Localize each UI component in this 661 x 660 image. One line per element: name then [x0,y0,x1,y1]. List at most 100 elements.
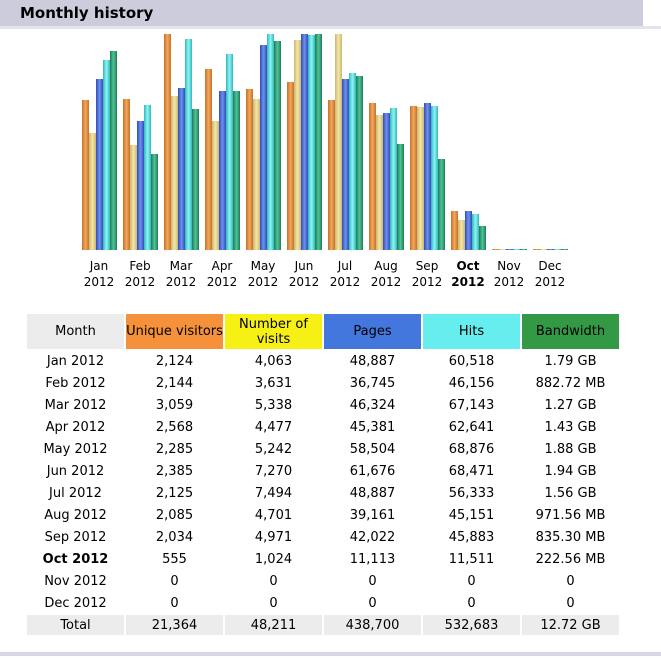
total-label: Total [27,615,124,635]
table-row: Mar 2012 3,059 5,338 46,324 67,143 1.27 GB [27,395,619,415]
bar-dec-unique-visitors [533,249,540,250]
cell-pages: 58,504 [349,441,396,457]
bar-mar-pages [178,88,185,250]
cell-bandwidth: 1.56 GB [544,485,597,501]
x-tick-label-month: Jan [89,259,109,273]
cell-bandwidth: 1.43 GB [544,419,597,435]
x-tick-label-year: 2012 [289,275,320,289]
table-header-row: Month Unique visitors Number of visits P… [27,314,619,349]
x-tick-label-month: Oct [456,259,479,273]
cell-month: Nov 2012 [44,573,107,589]
cell-pages: 0 [368,595,377,611]
bar-dec-hits [554,249,561,250]
bar-mar-hits [185,39,192,250]
bar-jan-number-of-visits [89,133,96,250]
x-tick-label-year: 2012 [371,275,402,289]
cell-bandwidth: 222.56 MB [535,551,606,567]
cell-hits: 68,876 [448,441,495,457]
cell-hits: 0 [467,595,476,611]
bar-nov-pages [506,249,513,250]
bar-jun-unique-visitors [287,82,294,250]
table-row: May 2012 2,285 5,242 58,504 68,876 1.88 GB [27,439,619,459]
cell-month: Apr 2012 [45,419,106,435]
total-bandwidth: 12.72 GB [522,615,619,635]
bar-sep-unique-visitors [410,106,417,250]
bar-jul-pages [342,79,349,250]
cell-month: Sep 2012 [44,529,107,545]
col-header-visits: Number of visits [225,314,322,349]
bar-may-pages [260,45,267,250]
section-bottom-divider [0,652,661,656]
table-row: Feb 2012 2,144 3,631 36,745 46,156 882.72 MB [27,373,619,393]
x-tick-label-month: May [251,259,276,273]
cell-visits: 3,631 [254,375,293,391]
table-row: Jun 2012 2,385 7,270 61,676 68,471 1.94 GB [27,461,619,481]
x-tick-label-year: 2012 [207,275,238,289]
cell-visits: 7,494 [254,485,293,501]
bar-aug-hits [390,108,397,250]
section-title: Monthly history [20,4,154,22]
bar-jul-hits [349,73,356,250]
x-tick-label-year: 2012 [248,275,279,289]
cell-pages: 11,113 [349,551,396,567]
bar-may-hits [267,34,274,250]
bar-sep-number-of-visits [417,107,424,250]
cell-hits: 62,641 [448,419,495,435]
cell-month: Feb 2012 [45,375,106,391]
x-tick-label-month: Nov [497,259,520,273]
bar-jan-unique-visitors [82,100,89,250]
col-header-unique-visitors: Unique visitors [126,314,223,349]
bar-feb-bandwidth [151,154,158,250]
cell-pages: 36,745 [349,375,396,391]
cell-visits: 4,701 [254,507,293,523]
cell-bandwidth: 1.79 GB [544,353,597,369]
x-tick-label-month: Dec [538,259,561,273]
cell-pages: 39,161 [349,507,396,523]
bar-may-unique-visitors [246,89,253,250]
table-row: Apr 2012 2,568 4,477 45,381 62,641 1.43 GB [27,417,619,437]
x-tick-label-month: Mar [170,259,193,273]
bar-sep-hits [431,106,438,250]
col-header-month: Month [27,314,124,349]
bar-apr-hits [226,54,233,250]
cell-bandwidth: 0 [566,573,575,589]
header-divider [0,26,661,29]
bar-feb-number-of-visits [130,145,137,250]
bar-dec-number-of-visits [540,249,547,250]
x-tick-label-year: 2012 [451,275,484,289]
cell-month: Jul 2012 [49,485,102,501]
total-visits: 48,211 [225,615,322,635]
bar-sep-bandwidth [438,159,445,250]
col-header-pages: Pages [324,314,421,349]
cell-hits: 11,511 [448,551,495,567]
x-tick-label-month: Jul [337,259,352,273]
bar-jun-number-of-visits [294,40,301,250]
bar-sep-pages [424,103,431,250]
bar-jun-hits [308,35,315,250]
cell-month: Oct 2012 [42,551,109,567]
cell-unique-visitors: 0 [170,595,179,611]
bar-oct-bandwidth [479,226,486,250]
x-tick-label-year: 2012 [412,275,443,289]
cell-unique-visitors: 2,568 [155,419,194,435]
bar-oct-pages [465,211,472,250]
x-tick-label-month: Apr [212,259,233,273]
x-tick-label-year: 2012 [535,275,566,289]
x-tick-label-year: 2012 [125,275,156,289]
cell-unique-visitors: 3,059 [155,397,194,413]
x-tick-label-year: 2012 [330,275,361,289]
bar-jan-hits [103,60,110,250]
bar-may-number-of-visits [253,99,260,250]
bar-dec-bandwidth [561,249,568,250]
bar-oct-unique-visitors [451,211,458,250]
cell-unique-visitors: 2,285 [155,441,194,457]
table-row: Nov 2012 0 0 0 0 0 [27,571,619,591]
cell-visits: 5,338 [254,397,293,413]
table-row: Jan 2012 2,124 4,063 48,887 60,518 1.79 GB [27,351,619,371]
bar-apr-number-of-visits [212,121,219,250]
cell-bandwidth: 971.56 MB [535,507,606,523]
cell-bandwidth: 1.27 GB [544,397,597,413]
col-header-hits: Hits [423,314,520,349]
bar-dec-pages [547,249,554,250]
cell-visits: 7,270 [254,463,293,479]
